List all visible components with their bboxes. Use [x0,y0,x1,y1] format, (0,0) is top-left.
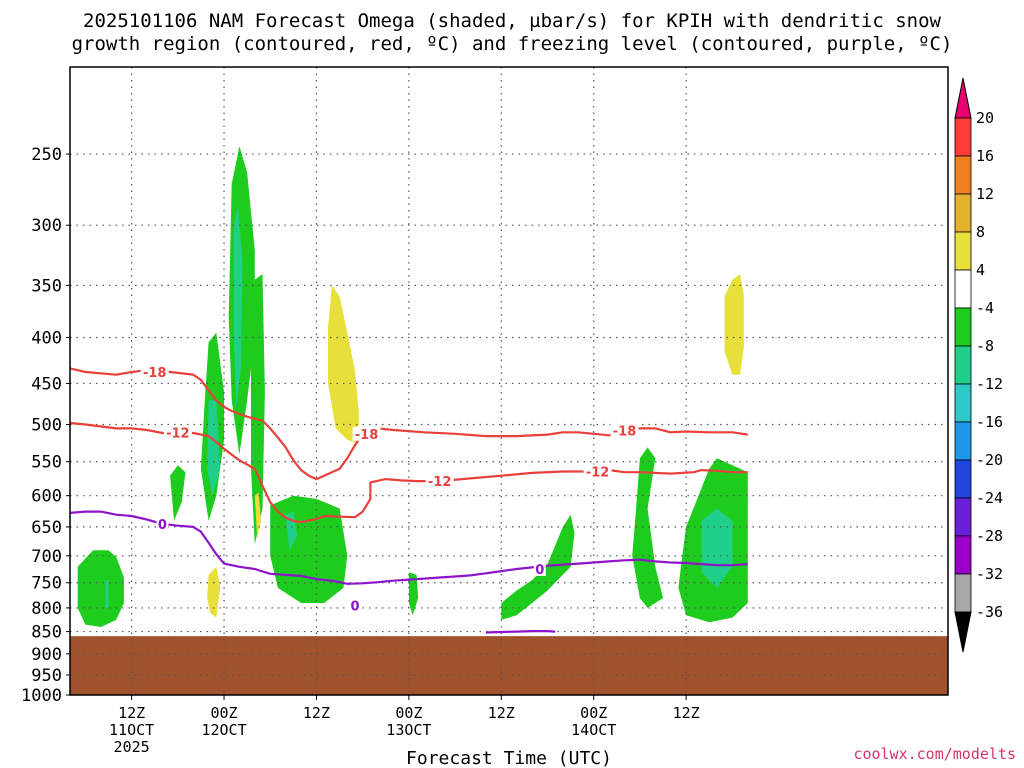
plot-frame [69,66,949,696]
omega-region [328,285,359,444]
y-tick-label: 400 [31,328,62,348]
colorbar-band [954,193,972,233]
contour-label-bg [163,425,192,440]
y-tick-label: 450 [31,374,62,394]
omega-region [270,495,348,603]
x-tick-label: 11OCT [109,721,154,739]
y-tick-label: 300 [31,216,62,236]
contour-label-bg [140,364,169,379]
colorbar-band [954,421,972,461]
y-tick-label: 700 [31,547,62,567]
x-tick-label: 14OCT [571,721,616,739]
contour-label: -18 [355,428,379,443]
colorbar-band [954,117,972,157]
omega-region [170,465,186,521]
colorbar-label: -8 [976,337,994,355]
omega-region [632,447,663,608]
contour-label: -12 [428,475,452,490]
contour-label: 0 [535,563,544,578]
x-tick-label: 12Z [673,704,700,722]
colorbar-label: 20 [976,109,994,127]
contour-label: 0 [158,518,167,533]
x-tick-label: 00Z [580,704,607,722]
contour-line [485,630,556,634]
colorbar-label: 16 [976,147,994,165]
colorbar-band [954,155,972,195]
contour-label: -12 [586,466,610,481]
omega-region [501,514,575,620]
contour-label-bg [156,516,169,531]
y-tick-label: 350 [31,276,62,296]
y-tick-label: 600 [31,487,62,507]
chart-title-line-2: growth region (contoured, red, ºC) and f… [71,33,953,55]
colorbar-band [954,307,972,347]
contour-label: -18 [143,366,167,381]
contour-label-bg [610,423,639,438]
y-tick-label: 950 [31,666,62,686]
y-tick-label: 800 [31,599,62,619]
colorbar-label: -4 [976,299,994,317]
omega-region [701,508,733,588]
contour-label-bg [348,598,361,613]
colorbar-label: 12 [976,185,994,203]
colorbar-band [954,383,972,423]
contour-line [70,510,748,585]
site-credit: coolwx.com/modelts [853,745,1016,763]
x-tick-label: 00Z [395,704,422,722]
colorbar-label: -24 [976,489,1003,507]
colorbar-label: -12 [976,375,1003,393]
plot-area: -18 -12 -18 -12 -12 -18 0 0 0 [70,67,948,695]
omega-region [105,580,109,608]
y-tick-label: 550 [31,453,62,473]
contour-label-bg [425,474,454,489]
colorbar-label: -20 [976,451,1003,469]
contour-label: -12 [166,426,190,441]
omega-region [207,400,221,496]
y-tick-label: 500 [31,416,62,436]
omega-region [724,274,744,375]
x-tick-label: 12Z [488,704,515,722]
y-tick-label: 250 [31,145,62,165]
colorbar-label: -36 [976,603,1003,621]
colorbar-label: 8 [976,223,985,241]
x-tick-label: 12OCT [201,721,246,739]
contour-label-bg [352,426,381,441]
omega-region [77,550,124,627]
chart-title-line-1: 2025101106 NAM Forecast Omega (shaded, µ… [83,10,941,32]
colorbar-label: 4 [976,261,985,279]
colorbar-arrow-top [954,77,972,119]
colorbar-arrow-bottom [954,611,972,653]
colorbar-band [954,573,972,613]
colorbar-band [954,535,972,575]
contour-line [70,421,748,524]
contour-label: 0 [350,599,359,614]
x-axis-label: Forecast Time (UTC) [406,748,612,768]
x-tick-label: 2025 [114,738,150,756]
ground-shading [70,636,948,695]
omega-region [251,274,265,545]
x-tick-label: 12Z [118,704,145,722]
colorbar-band [954,497,972,537]
x-tick-label: 00Z [210,704,237,722]
x-tick-label: 13OCT [386,721,431,739]
y-tick-label: 750 [31,574,62,594]
y-tick-label: 850 [31,623,62,643]
contour-label-bg [583,464,612,479]
colorbar-label: -28 [976,527,1003,545]
colorbar-band [954,345,972,385]
omega-region [207,566,221,618]
colorbar-band [954,459,972,499]
contour-label: -18 [613,425,637,440]
colorbar-band [954,269,972,309]
colorbar-label: -16 [976,413,1003,431]
contour-label-bg [533,561,546,576]
y-tick-label: 900 [31,645,62,665]
colorbar-band [954,231,972,271]
y-tick-label: 1000 [21,686,62,706]
omega-region [234,205,243,409]
colorbar-label: -32 [976,565,1003,583]
x-tick-label: 12Z [303,704,330,722]
y-tick-label: 650 [31,518,62,538]
